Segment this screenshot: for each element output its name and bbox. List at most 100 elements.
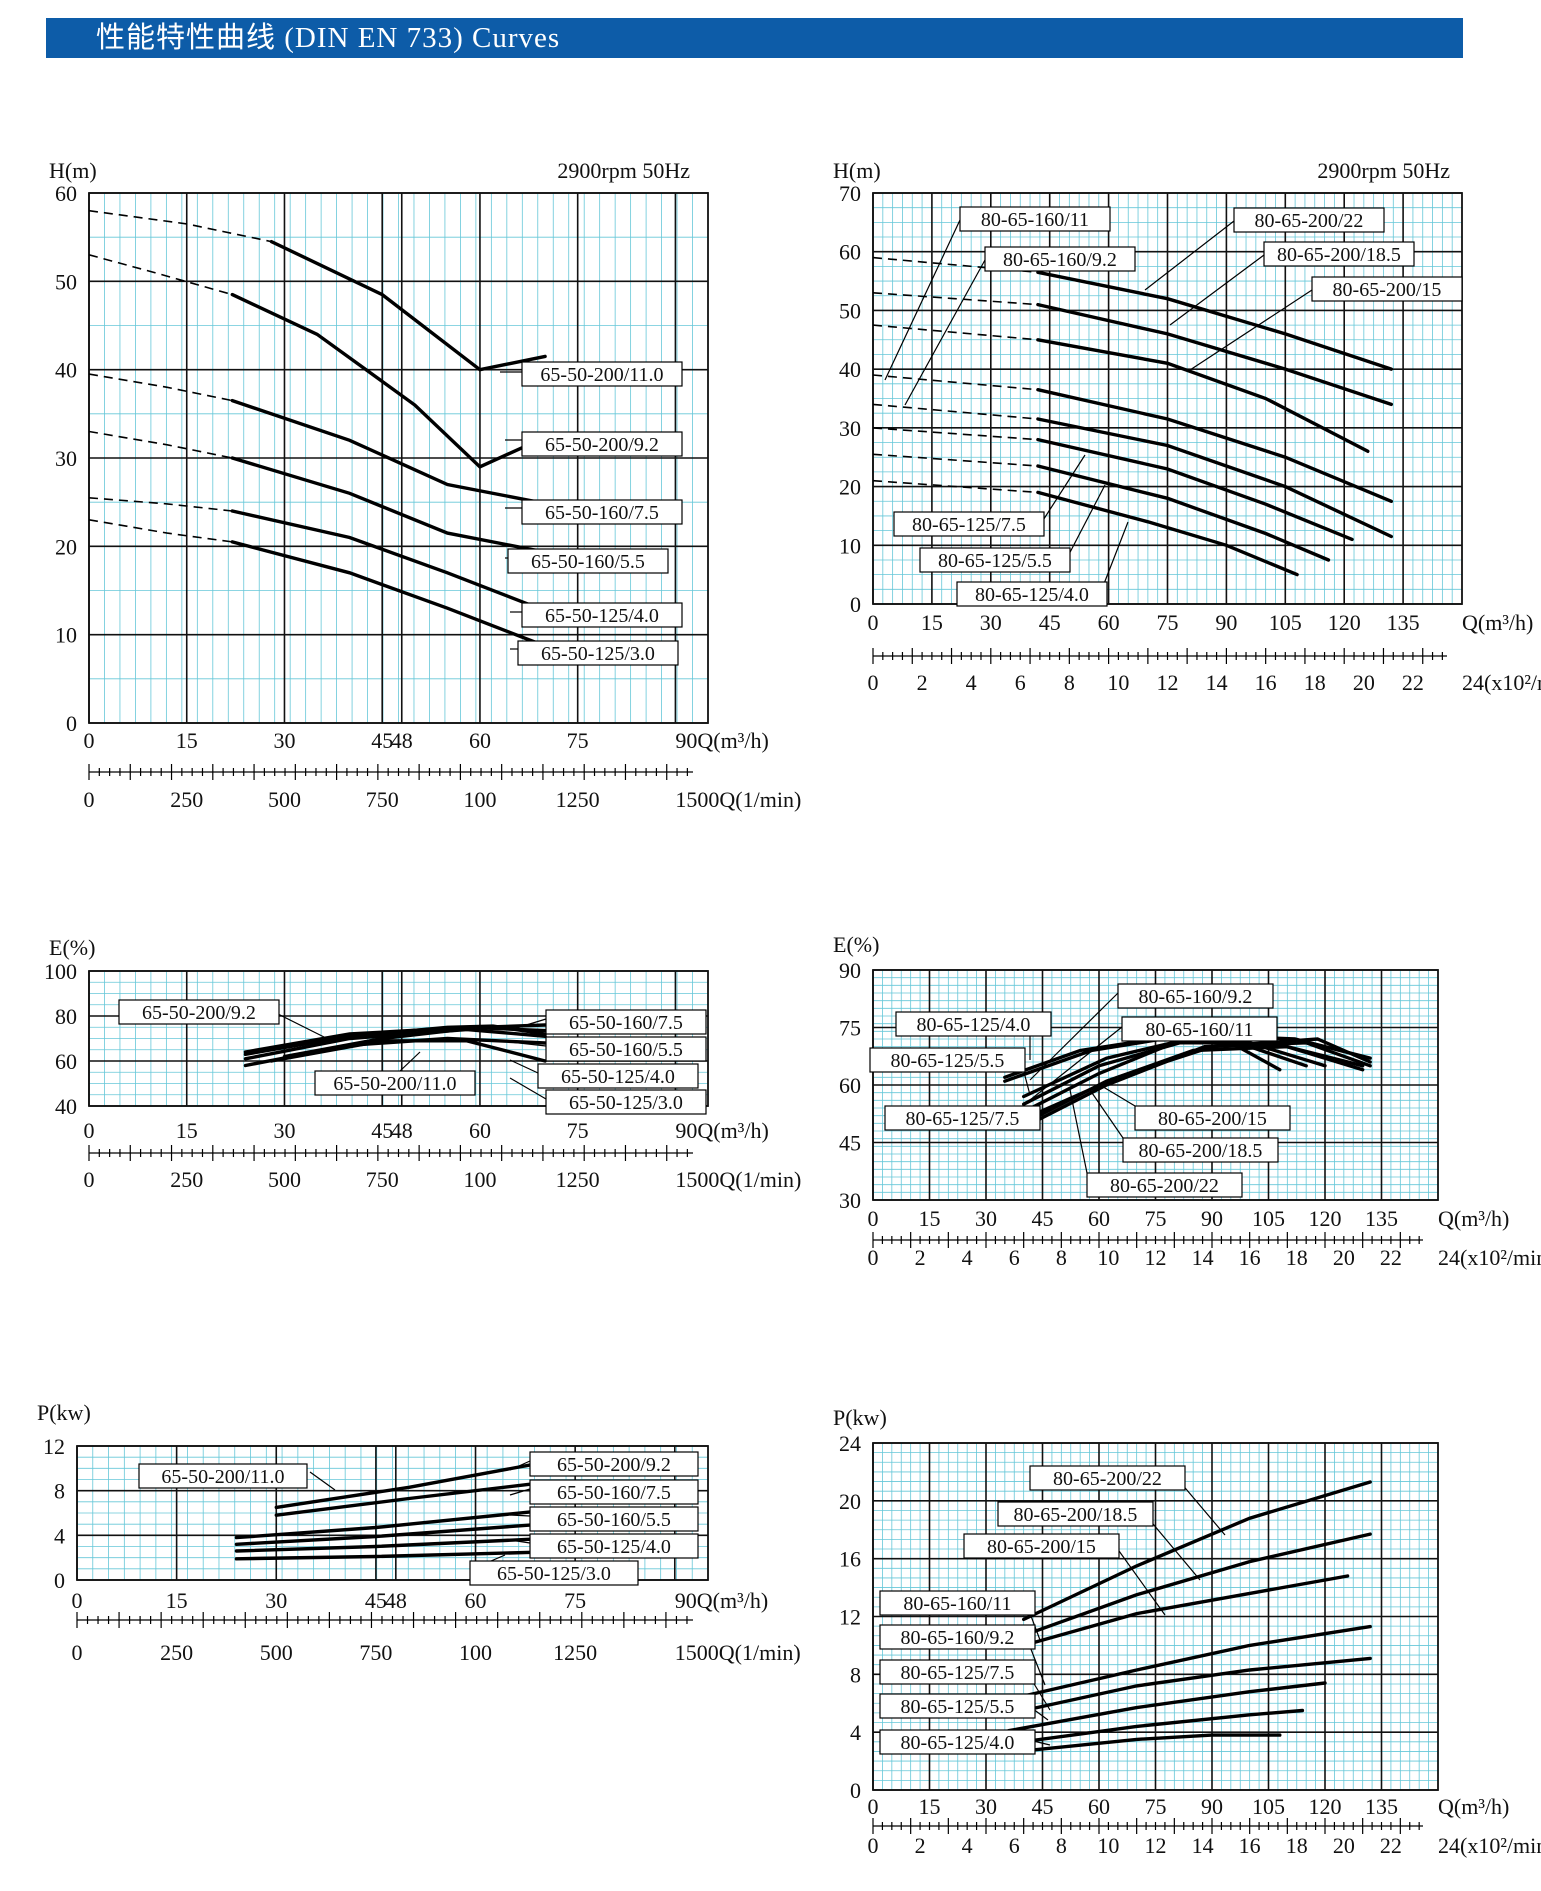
label-box — [1263, 241, 1415, 267]
y-tick-label: 40 — [55, 1094, 77, 1119]
series-80-65-200/22 — [1036, 270, 1393, 371]
series-dashed-80-65-160/9.2 — [872, 403, 1038, 420]
series-80-65-200/22 — [1022, 1480, 1372, 1622]
x2-tick-label: 24(x10²/min) — [1438, 1833, 1541, 1858]
y-tick-label: 100 — [44, 959, 77, 984]
x2-tick-label: 100 — [463, 1167, 496, 1192]
x-tick-label: 120 — [1328, 610, 1361, 635]
label-leader — [904, 259, 986, 406]
label-leader — [1069, 1089, 1088, 1174]
series-80-65-125/4.0 — [1006, 1733, 1282, 1755]
label-box — [893, 511, 1045, 537]
series-label: 80-65-160/11 — [981, 209, 1089, 231]
x2-tick-label: 2 — [915, 1245, 926, 1270]
series-label: 65-50-125/4.0 — [561, 1066, 675, 1088]
y-tick-label: 40 — [55, 358, 77, 383]
series-label: 80-65-200/15 — [987, 1536, 1096, 1558]
y-tick-label: 20 — [55, 534, 77, 559]
x2-tick-label: 250 — [170, 1167, 203, 1192]
y-tick-label: 30 — [55, 446, 77, 471]
x2-tick-label: 250 — [160, 1640, 193, 1665]
x2-tick-label: 6 — [1009, 1245, 1020, 1270]
label-box — [521, 602, 683, 628]
x2-tick-label: 8 — [1056, 1245, 1067, 1270]
label-leader — [1099, 1084, 1136, 1107]
series-label: 65-50-125/3.0 — [541, 643, 655, 665]
series-65-50-200/11.0 — [274, 1461, 544, 1510]
series-65-50-160/5.5 — [230, 456, 541, 553]
plot-frame — [872, 969, 1439, 1201]
series-dashed-65-50-125/3.0 — [88, 519, 233, 543]
y-axis-label: P(kw) — [37, 1400, 91, 1425]
series-80-65-200/22 — [1029, 1037, 1372, 1118]
label-leader — [1065, 484, 1106, 561]
x-tick-label: 48 — [391, 728, 413, 753]
label-box — [1233, 207, 1385, 233]
x2-tick-label: 16 — [1239, 1245, 1261, 1270]
label-box — [1117, 983, 1274, 1009]
series-label: 80-65-160/11 — [1145, 1019, 1253, 1041]
label-box — [1134, 1105, 1291, 1131]
series-label: 80-65-160/11 — [903, 1593, 1011, 1615]
page-title: 性能特性曲线 (DIN EN 733) Curves — [96, 22, 561, 54]
x2-tick-label: 14 — [1206, 670, 1228, 695]
label-box — [521, 361, 683, 387]
x2-tick-label: 22 — [1380, 1245, 1402, 1270]
label-leader — [509, 1041, 547, 1047]
x2-tick-label: 10 — [1097, 1833, 1119, 1858]
x-tick-label: 15 — [921, 610, 943, 635]
label-box — [1122, 1137, 1279, 1163]
x-tick-label: 135 — [1387, 610, 1420, 635]
series-dashed-65-50-160/7.5 — [88, 373, 233, 402]
x-tick-label: 120 — [1309, 1794, 1342, 1819]
series-label: 80-65-125/4.0 — [917, 1014, 1031, 1036]
label-leader — [509, 1488, 531, 1496]
x2-tick-label: 1500Q(1/min) — [675, 1640, 801, 1665]
label-leader — [399, 1051, 421, 1072]
x2-tick-label: 8 — [1056, 1833, 1067, 1858]
x2-tick-label: 12 — [1145, 1833, 1167, 1858]
y-tick-label: 0 — [850, 1778, 861, 1803]
y-tick-label: 60 — [55, 1049, 77, 1074]
x-tick-label: 90Q(m³/h) — [675, 728, 768, 753]
x-tick-label: 45 — [365, 1588, 387, 1613]
x2-tick-label: 12 — [1145, 1245, 1167, 1270]
x2-tick-label: 22 — [1380, 1833, 1402, 1858]
x2-tick-label: 750 — [359, 1640, 392, 1665]
label-box — [997, 1501, 1154, 1527]
label-box — [879, 1624, 1036, 1650]
label-leader — [1189, 289, 1313, 371]
page-header: 性能特性曲线 (DIN EN 733) Curves — [46, 18, 1463, 58]
label-box — [1121, 1016, 1278, 1042]
label-box — [507, 548, 669, 574]
y-tick-label: 12 — [43, 1434, 65, 1459]
series-65-50-200/11.0 — [269, 239, 547, 372]
x2-tick-label: 750 — [366, 1167, 399, 1192]
series-label: 80-65-125/5.5 — [901, 1696, 1015, 1718]
series-label: 80-65-160/9.2 — [901, 1627, 1015, 1649]
series-65-50-160/5.5 — [234, 1522, 544, 1546]
series-label: 80-65-200/18.5 — [1139, 1140, 1263, 1162]
x2-tick-label: 4 — [962, 1833, 973, 1858]
label-box — [517, 640, 679, 666]
x-tick-label: 120 — [1309, 1206, 1342, 1231]
x2-tick-label: 16 — [1239, 1833, 1261, 1858]
y-tick-label: 30 — [839, 1188, 861, 1213]
x-tick-label: 75 — [1145, 1794, 1167, 1819]
x-tick-label: 0 — [868, 1206, 879, 1231]
plot-frame — [88, 970, 709, 1107]
series-label: 65-50-160/7.5 — [557, 1482, 671, 1504]
label-box — [956, 581, 1108, 607]
label-box — [1311, 276, 1463, 302]
x2-tick-label: 6 — [1015, 670, 1026, 695]
label-leader — [509, 1059, 539, 1074]
label-leader — [1113, 1543, 1166, 1616]
label-box — [529, 1451, 699, 1477]
x2-tick-label: 4 — [966, 670, 977, 695]
x2-tick-label: 18 — [1286, 1245, 1308, 1270]
y-axis-label: H(m) — [833, 158, 881, 183]
series-label: 65-50-200/11.0 — [333, 1073, 456, 1095]
x2-tick-label: 250 — [170, 787, 203, 812]
y-tick-label: 50 — [55, 269, 77, 294]
